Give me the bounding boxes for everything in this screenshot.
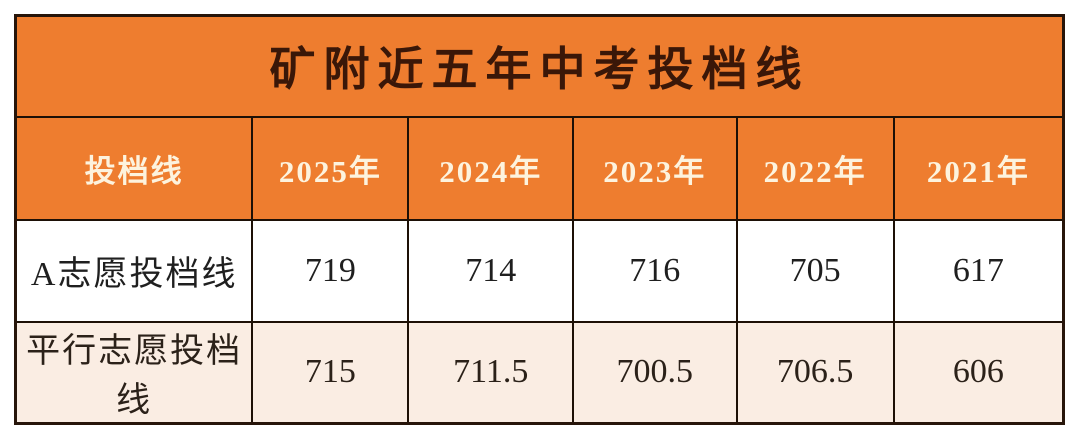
value-cell: 715 (251, 320, 410, 425)
admission-line-table: 矿附近五年中考投档线 投档线 2025年 2024年 2023年 2022年 2… (14, 14, 1065, 425)
table-header-row: 投档线 2025年 2024年 2023年 2022年 2021年 (14, 115, 1065, 221)
column-header-2023: 2023年 (572, 115, 738, 221)
table-row-parallel-volunteer: 平行志愿投档线 715 711.5 700.5 706.5 606 (14, 320, 1065, 425)
column-header-2025: 2025年 (251, 115, 410, 221)
value-cell: 700.5 (572, 320, 738, 425)
column-header-2021: 2021年 (892, 115, 1065, 221)
row-label: A志愿投档线 (14, 218, 254, 323)
value-cell: 606 (892, 320, 1065, 425)
table-title: 矿附近五年中考投档线 (14, 14, 1065, 118)
column-header-label: 投档线 (14, 115, 254, 221)
column-header-2024: 2024年 (407, 115, 575, 221)
value-cell: 711.5 (407, 320, 575, 425)
value-cell: 719 (251, 218, 410, 323)
value-cell: 714 (407, 218, 575, 323)
table-title-row: 矿附近五年中考投档线 (14, 14, 1065, 118)
value-cell: 617 (892, 218, 1065, 323)
value-cell: 705 (735, 218, 895, 323)
value-cell: 706.5 (735, 320, 895, 425)
value-cell: 716 (572, 218, 738, 323)
row-label: 平行志愿投档线 (14, 320, 254, 425)
column-header-2022: 2022年 (735, 115, 895, 221)
table-row-a-volunteer: A志愿投档线 719 714 716 705 617 (14, 218, 1065, 323)
